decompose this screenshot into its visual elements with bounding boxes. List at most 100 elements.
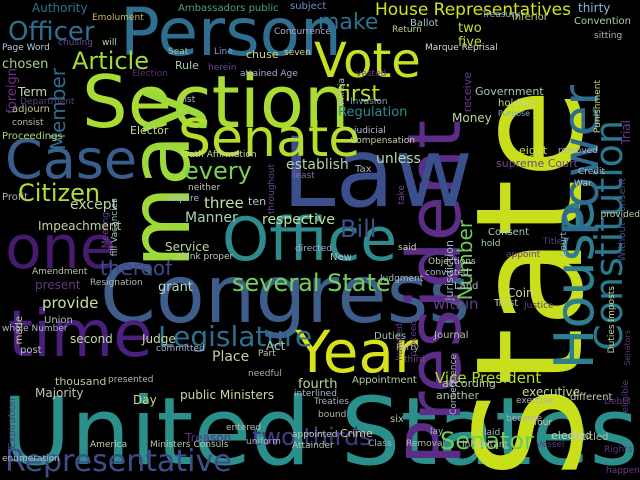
word: United States	[2, 378, 639, 480]
word: Government	[475, 85, 544, 98]
word: uniform	[246, 437, 281, 447]
word: entered	[226, 423, 262, 433]
word: Impeachment	[38, 219, 122, 233]
word: Law	[282, 117, 473, 229]
word: Emolument	[92, 13, 144, 23]
word: elected	[551, 429, 592, 442]
word: Citizen	[18, 179, 101, 207]
word: make	[318, 10, 379, 35]
word: Justice	[524, 301, 554, 311]
word: consist	[12, 118, 44, 128]
word: removed	[558, 146, 598, 156]
word: seven	[284, 48, 311, 58]
word: Title	[543, 237, 563, 247]
word: Land	[454, 281, 479, 292]
word: Compensation	[350, 136, 415, 146]
word: Bill	[340, 215, 377, 243]
word: Rights	[604, 445, 633, 455]
word: Debts	[604, 397, 631, 407]
word: Page Word	[2, 43, 50, 53]
word: ten	[248, 195, 267, 208]
word: post	[20, 345, 42, 356]
word: judicial	[354, 126, 386, 136]
word: Trial	[619, 120, 633, 145]
word: Congress	[100, 248, 470, 341]
word: Appointment	[352, 375, 417, 386]
word: happen	[606, 466, 640, 476]
word: Term	[18, 85, 48, 99]
word: will	[102, 38, 117, 48]
word: take	[397, 185, 407, 205]
word: Trust	[494, 298, 519, 309]
word: attained Age	[240, 69, 298, 79]
word: Tax	[355, 164, 372, 175]
word: Militia	[337, 78, 347, 105]
word: Ballot	[410, 18, 439, 29]
word: one	[5, 213, 117, 283]
word: exercise	[516, 396, 554, 406]
word: laid	[484, 428, 501, 438]
word: five	[458, 35, 482, 50]
word: neither	[188, 183, 221, 193]
word: Class	[368, 439, 392, 449]
word: six	[390, 414, 404, 425]
word: Judgment	[380, 274, 424, 284]
word: first	[337, 82, 380, 107]
word: Treason	[185, 431, 232, 445]
word: Inhabitant	[462, 440, 509, 450]
word: Day	[133, 393, 157, 407]
word: Oath Affirmation	[182, 150, 257, 160]
word: executive	[522, 385, 581, 399]
word: Vice President	[435, 369, 542, 387]
word: enumeration	[2, 454, 60, 464]
word: Party	[396, 343, 420, 353]
word: Senator	[440, 427, 534, 455]
word: Duties	[374, 331, 407, 342]
word: Majority	[35, 386, 84, 400]
word: Punishment	[593, 80, 603, 134]
word: Union	[44, 315, 73, 326]
word: subject	[290, 1, 327, 12]
word: Article	[72, 47, 149, 75]
word: eight	[519, 144, 548, 157]
word: Rule	[175, 59, 199, 72]
word: become	[506, 414, 543, 424]
word: Removal	[406, 439, 446, 449]
word: provide	[42, 294, 99, 312]
word: respective	[262, 212, 335, 228]
word: thirty	[578, 1, 611, 15]
word: think proper	[178, 252, 234, 262]
word: fourth	[298, 377, 338, 392]
word: grant	[158, 280, 193, 295]
word: Money	[452, 111, 492, 125]
word: supreme Court	[496, 157, 578, 170]
word: Service	[165, 240, 210, 254]
word: holding	[498, 98, 536, 109]
word: two thirds	[252, 423, 372, 451]
word: Judge	[142, 332, 176, 346]
word: convicted	[425, 268, 469, 278]
word: sitting	[594, 31, 623, 41]
word: time	[8, 298, 153, 372]
word: Senators	[623, 330, 632, 366]
word: inferior	[512, 12, 548, 23]
word: four	[534, 418, 553, 428]
word: Department	[20, 97, 75, 107]
word: thereof	[100, 256, 173, 280]
word: entitled	[570, 432, 609, 443]
word: second	[70, 332, 113, 346]
word: public Ministers	[180, 388, 275, 402]
word: bound	[318, 410, 347, 420]
word: thousand	[55, 375, 107, 388]
word: Office	[222, 205, 398, 275]
word: Amendment	[32, 267, 88, 277]
word: Case	[5, 128, 138, 191]
word: another	[436, 389, 480, 402]
word: Vessel	[536, 440, 565, 450]
word: Year	[295, 318, 418, 386]
word: Credit	[578, 167, 606, 177]
word: directed	[295, 244, 332, 254]
word: Line	[214, 47, 233, 57]
word: whole Number	[2, 324, 68, 334]
word: Manner	[185, 210, 238, 226]
